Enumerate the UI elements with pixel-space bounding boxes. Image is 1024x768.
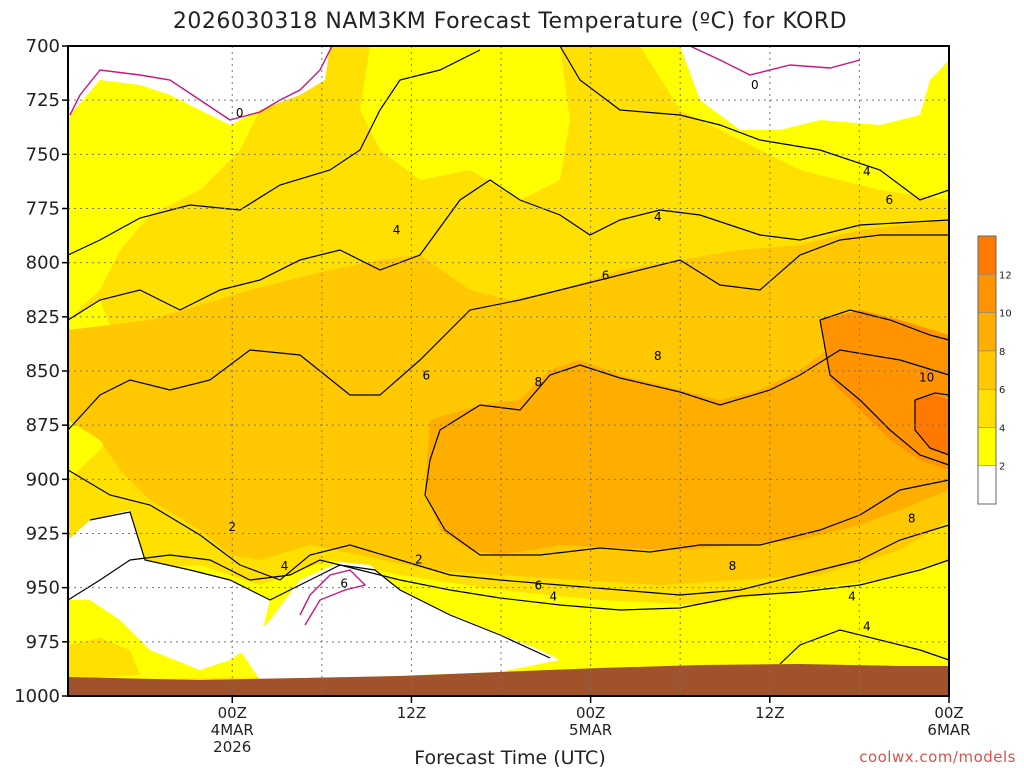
contour-label: 4 (848, 589, 856, 603)
x-axis-label: Forecast Time (UTC) (414, 747, 605, 768)
x-tick-label: 00Z (576, 704, 605, 722)
y-axis: 700 725 750 775 800 825 850 875 900 925 950 975 1000 (14, 36, 68, 707)
credit-text: coolwx.com/models (859, 748, 1016, 766)
x-tick-label: 00Z (934, 704, 963, 722)
y-tick-label: 975 (26, 632, 60, 653)
legend-tick-label: 6 (999, 385, 1005, 396)
color-legend: 2 4 6 8 10 12 (977, 235, 1012, 505)
x-tick-label: 00Z (218, 704, 247, 722)
legend-tick-label: 8 (999, 347, 1005, 358)
zero-contour-lower (299, 569, 367, 626)
band-below-2-upper-right (680, 46, 949, 130)
legend-swatch (977, 273, 997, 313)
y-tick-label: 825 (26, 307, 60, 328)
contour-4-upper (67, 179, 950, 321)
x-tick-label: 6MAR (927, 721, 970, 739)
band-8-10 (425, 330, 949, 555)
x-tick-label: 2026 (213, 738, 251, 756)
y-tick-label: 1000 (14, 686, 60, 707)
contour-label: 2 (228, 520, 236, 534)
y-tick-label: 750 (26, 144, 60, 165)
y-tick-label: 950 (26, 578, 60, 599)
x-tick-label: 12Z (755, 704, 784, 722)
contour-label: 4 (863, 165, 871, 179)
legend-tick-label: 10 (999, 309, 1012, 320)
band-below-2-upper-left (68, 46, 330, 125)
contour-label: 4 (281, 559, 289, 573)
contour-lines (67, 45, 950, 665)
contour-label: 4 (863, 620, 871, 634)
y-tick-label: 725 (26, 90, 60, 111)
y-tick-label: 775 (26, 199, 60, 220)
band-2-4-top-mid (360, 46, 570, 200)
y-tick-label: 900 (26, 469, 60, 490)
legend-tick-label: 2 (999, 462, 1005, 473)
contour-label: 8 (654, 349, 662, 363)
contour-label: 4 (549, 589, 557, 603)
contour-label: 8 (535, 375, 543, 389)
x-tick-label: 5MAR (569, 721, 612, 739)
legend-frame (977, 235, 997, 505)
contour-2-upper (67, 49, 481, 256)
contour-4-surface (779, 629, 950, 665)
contour-label: 2 (415, 553, 423, 567)
contour-8 (429, 349, 950, 461)
contour-6-lower (67, 469, 950, 596)
contour-label: 6 (535, 579, 543, 593)
contour-label: 10 (919, 371, 934, 385)
contour-label: 0 (751, 78, 759, 92)
legend-swatch (977, 312, 997, 352)
legend-tick-label: 12 (999, 270, 1012, 281)
y-tick-label: 925 (26, 524, 60, 545)
contour-label: 6 (602, 269, 610, 283)
band-2-4-upper (68, 46, 330, 320)
contour-4-lower (67, 554, 950, 611)
contour-label: 6 (340, 576, 348, 590)
zero-contour-left (69, 45, 333, 121)
contour-label: 0 (236, 106, 244, 120)
legend-swatch (977, 350, 997, 390)
y-tick-label: 850 (26, 361, 60, 382)
contour-label: 6 (423, 368, 431, 382)
contour-label: 6 (885, 193, 893, 207)
legend-swatch (977, 465, 997, 505)
contour-label: 8 (729, 559, 737, 573)
contour-2-right (559, 45, 950, 201)
x-tick-label: 4MAR (211, 721, 254, 739)
y-tick-label: 875 (26, 415, 60, 436)
ground (68, 664, 949, 696)
legend-tick-label: 4 (999, 423, 1005, 434)
x-tick-label: 12Z (397, 704, 426, 722)
y-tick-label: 800 (26, 253, 60, 274)
y-tick-label: 700 (26, 36, 60, 57)
contour-8-lower (424, 459, 950, 556)
contour-label: 4 (654, 210, 662, 224)
band-below-2-lower-left (68, 510, 270, 670)
contour-label: 4 (393, 223, 401, 237)
contour-6-mid (67, 234, 949, 431)
contour-label: 8 (908, 511, 916, 525)
legend-swatch (977, 235, 997, 275)
contour-12 (914, 392, 950, 456)
legend-swatch (977, 427, 997, 467)
contour-10 (819, 309, 950, 466)
band-below-2-lower-mid (240, 562, 560, 680)
legend-swatch (977, 388, 997, 428)
chart-title: 2026030318 NAM3KM Forecast Temperature (… (173, 9, 847, 34)
temperature-fill (68, 46, 949, 696)
band-2-4-surface-left (68, 638, 140, 680)
contour-2-lower (89, 511, 551, 659)
